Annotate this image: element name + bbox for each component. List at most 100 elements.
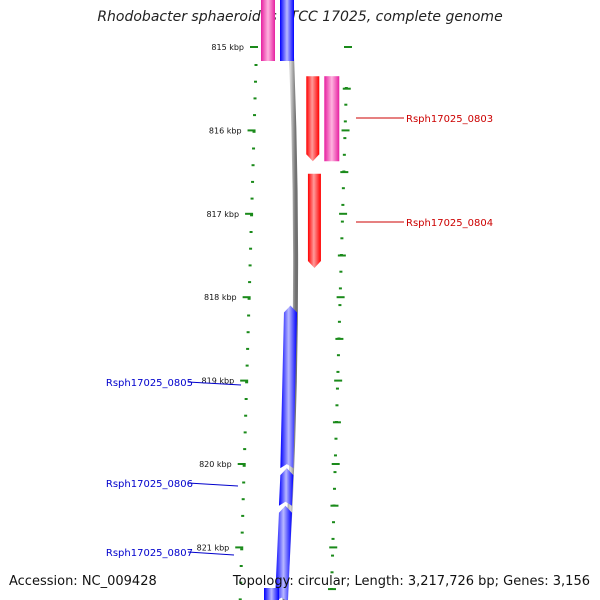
guide-dot [244, 414, 248, 417]
guide-dot [254, 64, 258, 66]
tick-label: 818 kbp [204, 293, 237, 302]
gene-feature-pink [324, 76, 340, 162]
guide-dot [249, 247, 253, 250]
outer-tick [342, 87, 351, 90]
clipped-gene-bottom-blue [264, 588, 279, 600]
guide-dot [250, 197, 254, 200]
guide-dot [253, 114, 257, 117]
guide-dot [339, 270, 343, 273]
gene-label[interactable]: Rsph17025_0803 [406, 114, 493, 125]
guide-dot [344, 103, 348, 106]
tick-mark [242, 296, 251, 299]
gene-label-leader [187, 381, 242, 386]
guide-dot [247, 297, 251, 300]
outer-tick [330, 504, 339, 507]
guide-dot [336, 354, 340, 357]
outer-tick [335, 337, 344, 340]
outer-tick [340, 171, 349, 174]
guide-dot [243, 448, 247, 451]
map-title: Rhodobacter sphaeroides ATCC 17025, comp… [97, 9, 503, 25]
inner-dotted-guide [238, 64, 258, 600]
tick-label: 819 kbp [202, 377, 235, 386]
guide-dot [333, 454, 337, 457]
outer-tick [329, 546, 338, 549]
guide-dot [239, 565, 243, 567]
clipped-gene-top-pink [261, 0, 275, 61]
outer-dotted-guide [328, 46, 352, 591]
guide-dot [252, 130, 256, 133]
guide-dot [330, 571, 334, 574]
guide-dot [332, 487, 336, 490]
guide-dot [254, 80, 258, 83]
gene-label-layer: Rsph17025_0803 Rsph17025_0804 Rsph17025_08… [106, 114, 493, 559]
guide-dot [336, 370, 340, 373]
guide-dot [251, 180, 255, 183]
tick-label: 816 kbp [209, 126, 242, 135]
tick-mark [245, 212, 254, 215]
guide-dot [240, 531, 244, 534]
outer-tick [344, 46, 352, 48]
guide-dot [248, 281, 252, 284]
tick-mark [237, 463, 246, 465]
guide-dot [249, 231, 253, 233]
tick-label: 820 kbp [199, 460, 232, 469]
guide-dot [250, 214, 254, 217]
guide-dot [242, 481, 246, 484]
gene-label[interactable]: Rsph17025_0806 [106, 479, 193, 490]
outer-tick [341, 129, 350, 132]
guide-dot [337, 320, 341, 323]
guide-dot [333, 471, 337, 474]
guide-dot [241, 514, 245, 517]
guide-dot [338, 304, 342, 307]
guide-dot [245, 364, 249, 367]
guide-dot [240, 548, 244, 551]
gene-arrow-forward [278, 468, 294, 506]
guide-dot [246, 347, 250, 350]
accession-text: Accession: NC_009428 [9, 574, 157, 589]
guide-dot [243, 431, 247, 434]
gene-label-leader [187, 551, 235, 556]
guide-dot [331, 554, 335, 557]
guide-dot [331, 537, 335, 540]
guide-dot [342, 153, 346, 156]
outer-tick [331, 463, 340, 465]
guide-dot [253, 97, 257, 100]
gene-arrow-forward [275, 505, 292, 600]
gene-layer [275, 76, 340, 600]
guide-dot [343, 120, 347, 123]
guide-dot [241, 498, 245, 501]
guide-dot [334, 437, 338, 440]
guide-dot [245, 381, 249, 384]
outer-tick [332, 421, 341, 424]
outer-tick [334, 379, 343, 382]
guide-dot [244, 398, 248, 400]
clipped-gene-top-blue [280, 0, 294, 61]
tick-mark [240, 379, 249, 382]
guide-dot [340, 237, 344, 240]
gene-label[interactable]: Rsph17025_0805 [106, 378, 193, 389]
guide-dot [343, 137, 347, 140]
guide-dot [335, 387, 339, 390]
guide-dot [341, 203, 345, 206]
tick-label: 815 kbp [211, 43, 244, 52]
tick-label: 821 kbp [197, 543, 230, 552]
gene-arrow-forward [280, 305, 297, 469]
genome-summary-text: Topology: circular; Length: 3,217,726 bp… [232, 574, 590, 589]
outer-tick [337, 254, 346, 257]
outer-tick [336, 296, 345, 299]
tick-mark [247, 129, 256, 132]
tick-label: 817 kbp [206, 210, 239, 219]
gene-label[interactable]: Rsph17025_0807 [106, 548, 193, 559]
guide-dot [247, 314, 251, 317]
guide-dot [239, 581, 243, 584]
guide-dot [335, 404, 339, 407]
gene-label[interactable]: Rsph17025_0804 [406, 218, 493, 229]
outer-tick [339, 212, 348, 215]
guide-dot [238, 598, 242, 600]
guide-dot [251, 164, 255, 167]
guide-dot [340, 220, 344, 223]
gene-arrow-reverse [306, 76, 320, 162]
guide-dot [332, 521, 336, 524]
outer-tick [328, 588, 337, 591]
